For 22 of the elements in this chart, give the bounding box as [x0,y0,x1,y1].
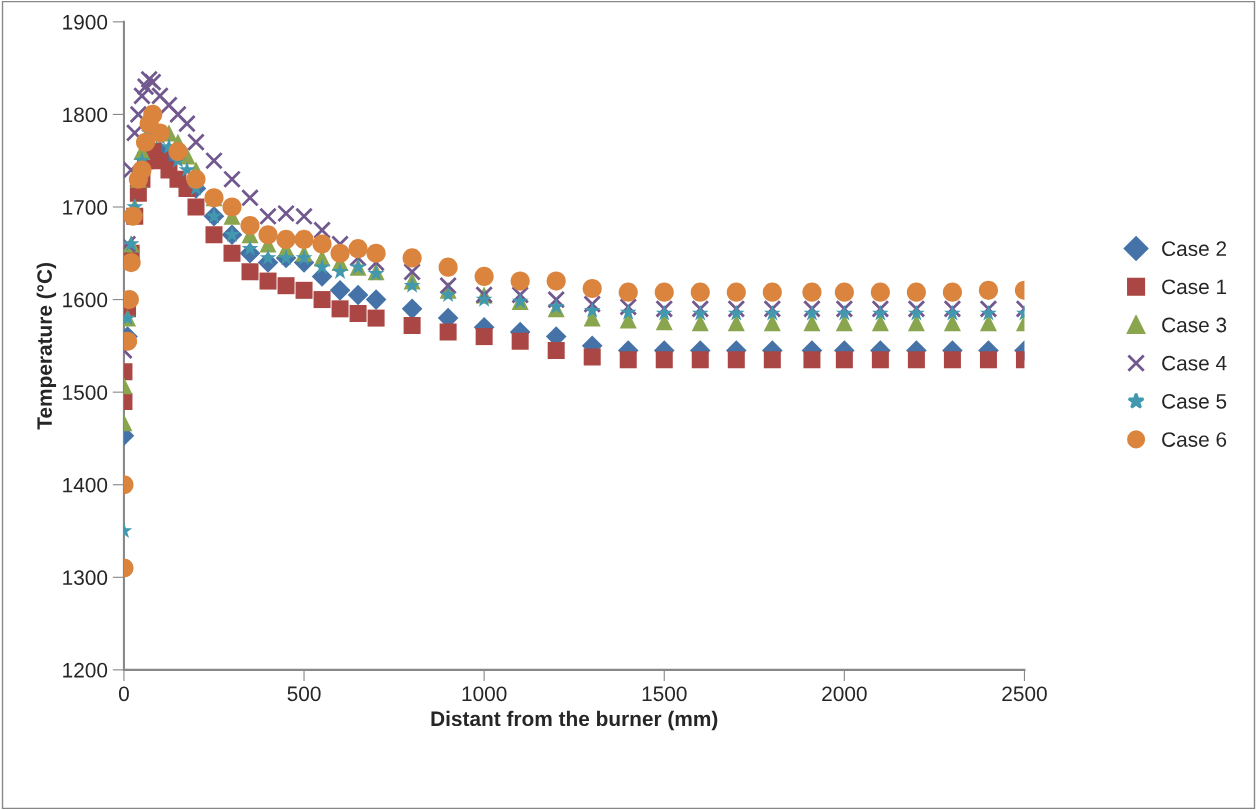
x-tick-label: 0 [118,686,129,702]
x-axis-title: Distant from the burner (mm) [431,710,718,731]
y-tick-label: 1300 [63,570,108,586]
x-tick-label: 1000 [462,686,507,702]
x-tick-label: 500 [287,686,321,702]
y-tick-label: 1200 [63,662,108,678]
y-tick-label: 1400 [63,477,108,493]
legend-label: Case 3 [1162,317,1227,333]
y-axis-title: Temperature (°C) [36,263,57,430]
legend-label: Case 5 [1162,393,1227,409]
x-tick-label: 2000 [822,686,867,702]
legend-label: Case 1 [1162,279,1227,295]
y-tick-label: 1900 [63,14,108,30]
y-tick-label: 1800 [63,107,108,123]
y-tick-label: 1600 [63,292,108,308]
y-tick-label: 1500 [63,385,108,400]
x-tick-label: 2500 [1002,686,1047,702]
legend-label: Case 2 [1162,241,1227,257]
y-tick-label: 1700 [63,200,108,215]
x-tick-label: 1500 [642,686,687,702]
legend-label: Case 6 [1162,432,1227,447]
legend-label: Case 4 [1162,355,1227,371]
